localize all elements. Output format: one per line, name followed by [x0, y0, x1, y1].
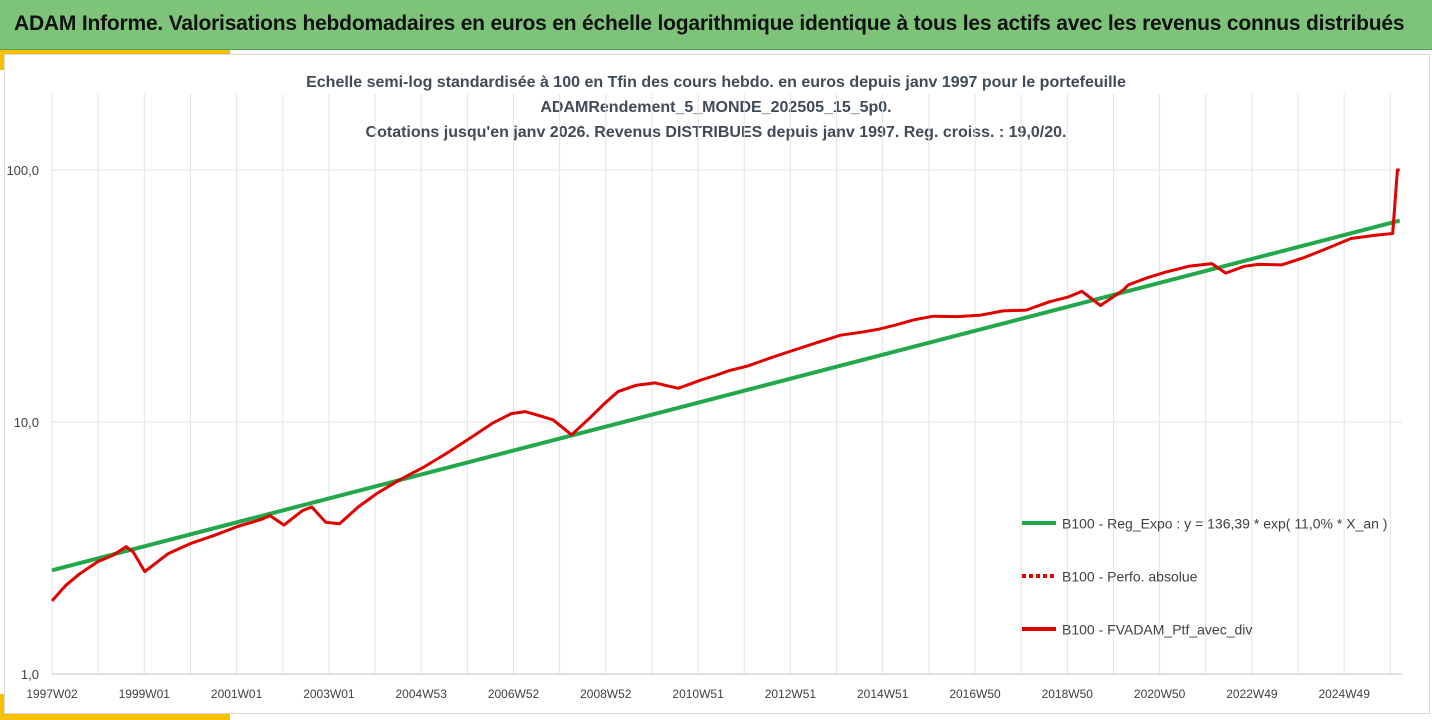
banner-title: ADAM Informe. Valorisations hebdomadaire…: [14, 12, 1405, 35]
legend-item-regression: B100 - Reg_Expo : y = 136,39 * exp( 11,0…: [1022, 514, 1387, 531]
x-tick-label: 2016W50: [949, 687, 1001, 701]
x-tick-label: 2020W50: [1134, 687, 1186, 701]
app-banner: ADAM Informe. Valorisations hebdomadaire…: [0, 0, 1432, 50]
y-tick-label: 1,0: [21, 667, 39, 682]
accent-bar-left-top: [0, 50, 4, 70]
x-tick-label: 2008W52: [580, 687, 632, 701]
legend-label-regression: B100 - Reg_Expo : y = 136,39 * exp( 11,0…: [1062, 515, 1388, 532]
series-line-2: [50, 168, 1400, 602]
chart-title-line-1: Echelle semi-log standardisée à 100 en T…: [306, 74, 1126, 91]
accent-bar-left-bottom: [0, 694, 4, 720]
legend-swatch-portfolio: [1022, 627, 1056, 632]
chart-title-line-3: Cotations jusqu'en janv 2026. Revenus DI…: [365, 124, 1067, 141]
x-tick-label: 2006W52: [488, 687, 540, 701]
y-tick-label: 100,0: [6, 163, 39, 178]
x-tick-label: 2010W51: [672, 687, 724, 701]
x-tick-label: 1999W01: [119, 687, 171, 701]
x-tick-labels: 1997W02 1999W01 2001W01 2003W01 2004W53 2006W…: [26, 687, 1370, 701]
x-tick-label: 2004W53: [396, 687, 448, 701]
x-tick-label: 2024W49: [1319, 687, 1371, 701]
x-tick-label: 1997W02: [26, 687, 78, 701]
y-tick-labels: 1,0 10,0 100,0: [6, 163, 39, 682]
legend-swatch-perfo: [1022, 574, 1056, 579]
legend-item-portfolio: B100 - FVADAM_Ptf_avec_div: [1022, 620, 1252, 637]
chart-title: Echelle semi-log standardisée à 100 en T…: [0, 70, 1432, 145]
legend-label-perfo: B100 - Perfo. absolue: [1062, 568, 1198, 585]
x-tick-label: 2018W50: [1042, 687, 1094, 701]
accent-bar-bottom: [0, 714, 230, 720]
series-layer: [50, 168, 1401, 602]
x-tick-label: 2022W49: [1226, 687, 1278, 701]
chart-title-line-2: ADAMRendement_5_MONDE_202505_15_5p0.: [540, 99, 892, 116]
legend-item-perfo: B100 - Perfo. absolue: [1022, 567, 1197, 584]
legend-label-portfolio: B100 - FVADAM_Ptf_avec_div: [1062, 621, 1253, 638]
y-tick-label: 10,0: [14, 415, 39, 430]
grid-lines: [51, 94, 1402, 675]
x-tick-label: 2014W51: [857, 687, 909, 701]
x-tick-label: 2003W01: [303, 687, 355, 701]
legend-swatch-regression: [1022, 521, 1056, 526]
accent-bar-top: [0, 50, 230, 54]
series-line-0: [51, 218, 1401, 573]
x-tick-label: 2012W51: [765, 687, 817, 701]
chart-frame: [4, 54, 1430, 714]
x-tick-label: 2001W01: [211, 687, 263, 701]
